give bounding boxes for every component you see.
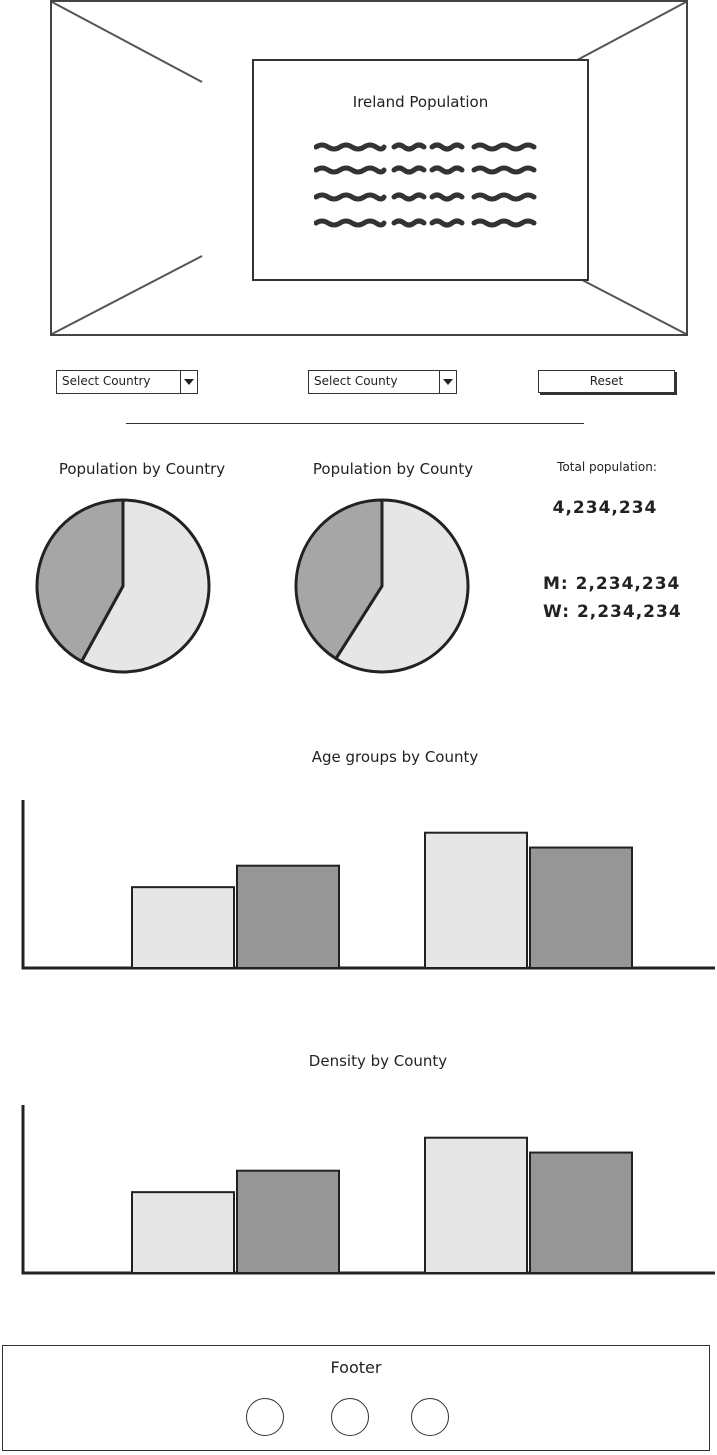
density-chart-bar-1-2 (236, 1169, 340, 1274)
chevron-down-icon[interactable] (439, 371, 456, 393)
pie-county-slice-2 (294, 498, 384, 661)
social-link-1-icon[interactable] (246, 1398, 284, 1436)
page-title: Ireland Population (352, 93, 489, 111)
pie-county-title: Population by County (312, 460, 474, 478)
country-select-label: Select Country (62, 374, 151, 388)
age-chart-bar-1-2 (236, 864, 340, 969)
county-select[interactable]: Select County (308, 370, 457, 394)
pie-chart-country (35, 498, 211, 674)
pie-country-slice-2 (35, 498, 125, 663)
total-population-label: Total population: (557, 460, 657, 474)
chevron-down-icon[interactable] (180, 371, 197, 393)
reset-button[interactable]: Reset (538, 370, 675, 393)
pie-country-slice-1 (80, 498, 211, 674)
hero-text-card: Ireland Population (252, 59, 589, 281)
divider (126, 423, 584, 424)
pie-county-slice-1 (334, 498, 470, 674)
social-link-2-icon[interactable] (331, 1398, 369, 1436)
density-chart-title: Density by County (308, 1052, 448, 1070)
women-population: W: 2,234,234 (543, 602, 682, 622)
men-population: M: 2,234,234 (543, 574, 681, 594)
density-chart-bar-1-1 (131, 1191, 235, 1274)
age-chart-bar-1-1 (131, 886, 235, 969)
age-chart-bar-2-2 (529, 846, 633, 969)
age-chart-bar-2-1 (424, 831, 528, 970)
total-population-value: 4,234,234 (552, 498, 658, 518)
density-chart-bar-2-1 (424, 1136, 528, 1275)
footer-title: Footer (330, 1358, 382, 1377)
placeholder-text-icon (314, 142, 537, 228)
county-select-label: Select County (314, 374, 398, 388)
pie-country-title: Population by Country (58, 460, 226, 478)
density-bar-chart (21, 1105, 715, 1275)
hero-image-placeholder: Ireland Population (50, 0, 688, 336)
age-groups-bar-chart (21, 800, 715, 970)
social-link-3-icon[interactable] (411, 1398, 449, 1436)
age-chart-title: Age groups by County (311, 748, 479, 766)
pie-chart-county (294, 498, 470, 674)
footer: Footer (2, 1345, 710, 1451)
country-select[interactable]: Select Country (56, 370, 198, 394)
density-chart-bar-2-2 (529, 1151, 633, 1274)
